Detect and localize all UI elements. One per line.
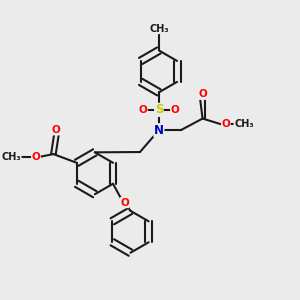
Text: O: O [139,105,147,115]
Text: CH₃: CH₃ [2,152,21,162]
Text: CH₃: CH₃ [149,24,169,34]
Text: O: O [221,119,230,129]
Text: O: O [32,152,40,162]
Text: O: O [198,89,207,99]
Text: O: O [170,105,179,115]
Text: O: O [52,125,61,135]
Text: O: O [120,198,129,208]
Text: N: N [154,124,164,137]
Text: CH₃: CH₃ [234,119,254,129]
Text: S: S [154,103,163,116]
